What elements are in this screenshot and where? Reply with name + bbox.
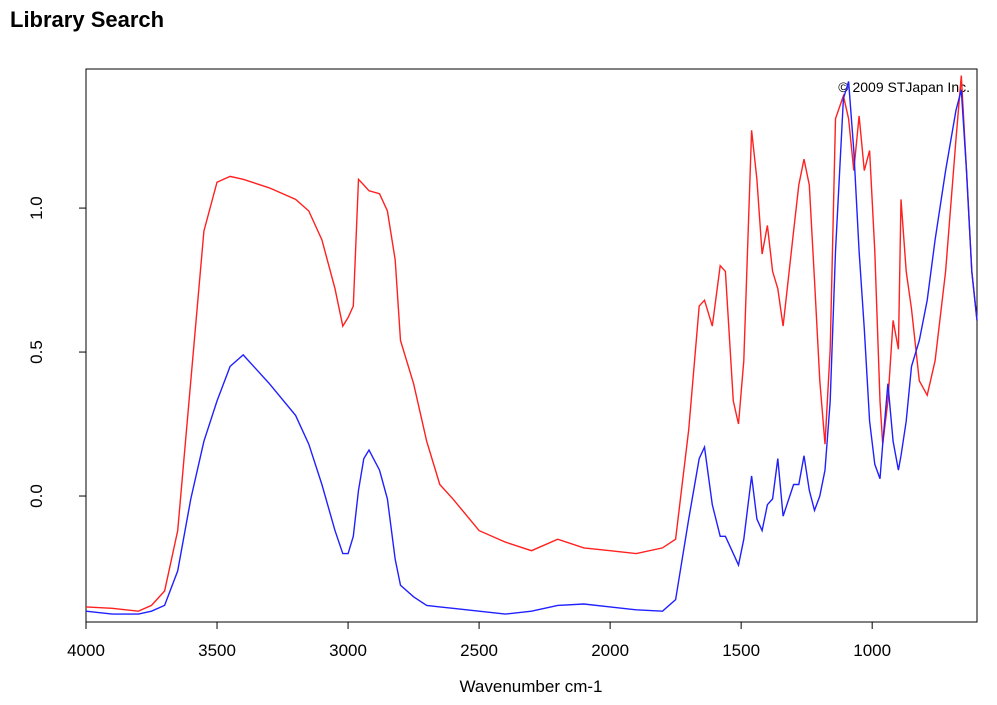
y-tick-label: 1.0 bbox=[27, 196, 46, 220]
spectrum-line bbox=[85, 75, 978, 612]
spectrum-line bbox=[85, 81, 978, 615]
x-tick-label: 1500 bbox=[722, 641, 760, 660]
x-tick-label: 4000 bbox=[67, 641, 105, 660]
y-tick-label: 0.5 bbox=[27, 340, 46, 364]
x-tick-label: 1000 bbox=[853, 641, 891, 660]
chart-title: Library Search bbox=[10, 7, 164, 32]
x-tick-label: 3000 bbox=[329, 641, 367, 660]
x-tick-label: 2000 bbox=[591, 641, 629, 660]
x-axis-label: Wavenumber cm-1 bbox=[460, 677, 603, 696]
x-tick-label: 3500 bbox=[198, 641, 236, 660]
plot-frame bbox=[85, 68, 978, 623]
y-tick-label: 0.0 bbox=[27, 484, 46, 508]
x-tick-label: 2500 bbox=[460, 641, 498, 660]
annotation: © 2009 STJapan Inc. bbox=[838, 79, 970, 95]
